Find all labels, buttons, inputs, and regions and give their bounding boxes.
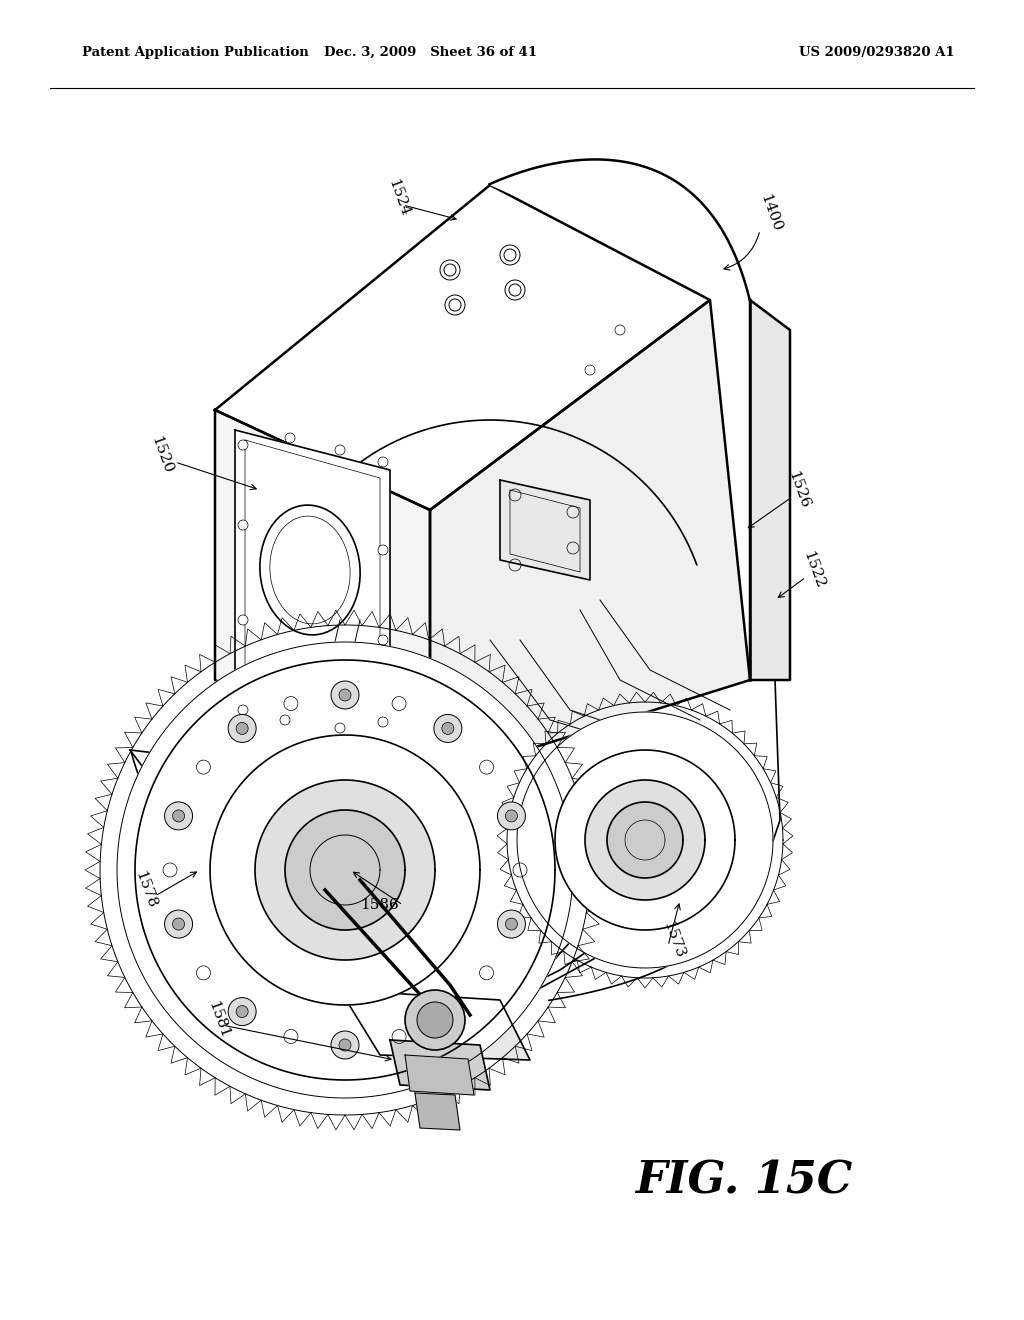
Circle shape	[339, 1039, 351, 1051]
Circle shape	[237, 1006, 248, 1018]
Circle shape	[498, 803, 525, 830]
Circle shape	[238, 705, 248, 715]
Polygon shape	[750, 300, 790, 680]
Text: 1400: 1400	[757, 193, 783, 234]
Circle shape	[378, 635, 388, 645]
Polygon shape	[135, 660, 555, 1080]
Circle shape	[335, 723, 345, 733]
Polygon shape	[517, 711, 773, 968]
Circle shape	[506, 919, 517, 931]
Circle shape	[378, 457, 388, 467]
Circle shape	[237, 722, 248, 734]
Polygon shape	[215, 185, 710, 510]
Text: Dec. 3, 2009   Sheet 36 of 41: Dec. 3, 2009 Sheet 36 of 41	[324, 46, 537, 59]
Circle shape	[335, 445, 345, 455]
Polygon shape	[430, 300, 750, 780]
Polygon shape	[415, 1093, 460, 1130]
Text: 1520: 1520	[148, 434, 174, 475]
Circle shape	[228, 714, 256, 742]
Text: US 2009/0293820 A1: US 2009/0293820 A1	[799, 46, 954, 59]
Text: 1581: 1581	[205, 999, 231, 1040]
Text: 1526: 1526	[785, 470, 811, 511]
Circle shape	[434, 998, 462, 1026]
Text: FIG. 15C: FIG. 15C	[635, 1160, 852, 1203]
Circle shape	[434, 714, 462, 742]
Polygon shape	[340, 990, 530, 1060]
Circle shape	[331, 1031, 359, 1059]
Circle shape	[417, 1002, 453, 1038]
Text: 1524: 1524	[385, 177, 412, 219]
Circle shape	[378, 717, 388, 727]
Polygon shape	[210, 735, 480, 1005]
Text: Patent Application Publication: Patent Application Publication	[82, 46, 308, 59]
Polygon shape	[117, 642, 573, 1098]
Polygon shape	[390, 1040, 490, 1090]
Polygon shape	[285, 810, 406, 931]
Polygon shape	[406, 1055, 474, 1096]
Polygon shape	[555, 750, 735, 931]
Polygon shape	[234, 430, 390, 741]
Circle shape	[506, 810, 517, 822]
Circle shape	[165, 803, 193, 830]
Polygon shape	[607, 803, 683, 878]
Text: 1586: 1586	[360, 898, 398, 912]
Circle shape	[238, 520, 248, 531]
Polygon shape	[500, 480, 590, 579]
Polygon shape	[585, 780, 705, 900]
Polygon shape	[489, 160, 750, 300]
Text: 1522: 1522	[800, 549, 826, 590]
Circle shape	[406, 990, 465, 1049]
Circle shape	[228, 998, 256, 1026]
Circle shape	[238, 615, 248, 624]
Circle shape	[442, 722, 454, 734]
Text: 1578: 1578	[132, 870, 159, 911]
Circle shape	[378, 545, 388, 554]
Circle shape	[285, 433, 295, 444]
Polygon shape	[130, 750, 300, 870]
Circle shape	[173, 919, 184, 931]
Circle shape	[165, 909, 193, 939]
Circle shape	[498, 909, 525, 939]
Circle shape	[442, 1006, 454, 1018]
Circle shape	[331, 681, 359, 709]
Polygon shape	[255, 780, 435, 960]
Circle shape	[173, 810, 184, 822]
Polygon shape	[215, 411, 430, 780]
Circle shape	[238, 440, 248, 450]
Circle shape	[280, 715, 290, 725]
Polygon shape	[190, 780, 750, 1020]
Circle shape	[339, 689, 351, 701]
Text: 1573: 1573	[660, 920, 686, 961]
